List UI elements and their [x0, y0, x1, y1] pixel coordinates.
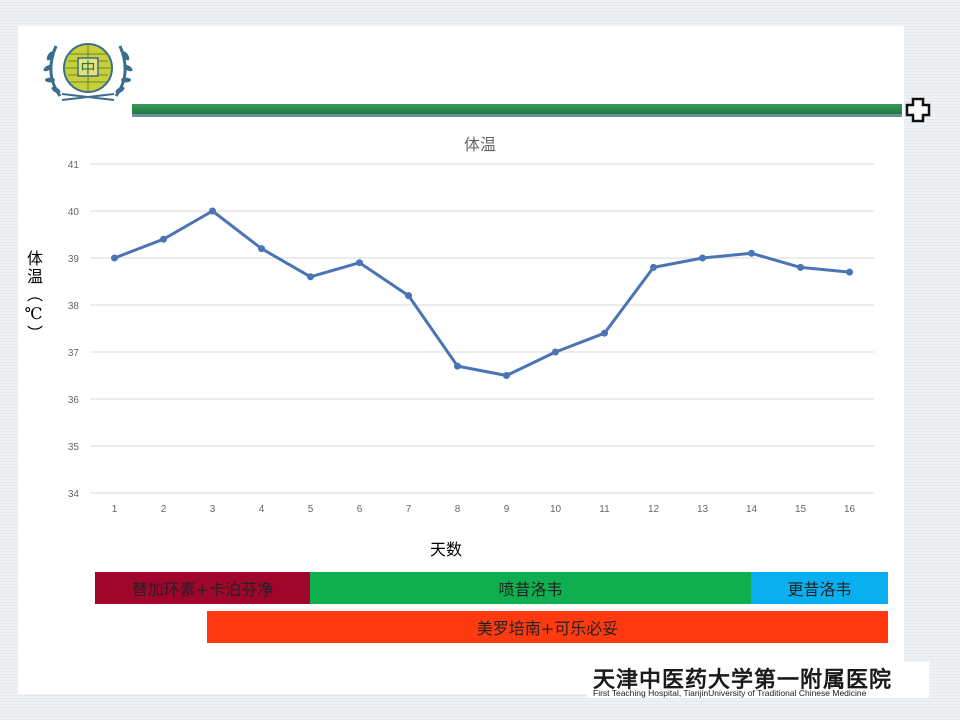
data-point-day-12	[650, 263, 657, 271]
y-tick-labels: 34 35 36 37 38 39 40 41	[68, 160, 80, 500]
x-tick-label: 5	[308, 504, 314, 515]
medication-bar-meropenem-levofloxacin: 美罗培南+可乐必妥	[207, 611, 888, 643]
data-point-day-14	[748, 249, 755, 257]
medication-bar-ganciclovir: 更昔洛韦	[751, 572, 888, 604]
x-tick-label: 4	[259, 504, 265, 515]
data-point-day-9	[503, 372, 510, 379]
footer-logo	[587, 662, 929, 698]
x-tick-label: 7	[406, 504, 412, 515]
medication-label: 更昔洛韦	[787, 580, 852, 599]
temperature-line	[113, 209, 850, 377]
y-tick-label: 35	[68, 442, 80, 453]
hospital-emblem-icon: 中	[43, 43, 133, 101]
x-tick-label: 15	[795, 504, 807, 515]
data-point-day-4	[258, 245, 265, 253]
x-tick-label: 11	[599, 504, 610, 515]
y-axis-label: 体温（℃）	[24, 250, 43, 343]
x-tick-label: 3	[210, 504, 216, 515]
data-point-day-5	[307, 273, 314, 281]
x-axis-label: 天数	[430, 540, 463, 559]
x-tick-label: 1	[112, 504, 118, 515]
data-point-day-11	[601, 329, 608, 337]
grid-lines	[90, 163, 874, 494]
x-tick-label: 6	[357, 504, 363, 515]
data-point-day-7	[405, 292, 412, 300]
y-tick-label: 36	[68, 395, 80, 406]
y-tick-label: 40	[68, 207, 80, 218]
medication-bar-tigecycline-caspofungin: 替加环素+卡泊芬净	[95, 572, 310, 604]
data-point-day-13	[699, 254, 706, 262]
data-point-day-1	[111, 254, 118, 262]
y-tick-label: 41	[68, 160, 80, 171]
x-tick-label: 2	[161, 504, 167, 515]
x-tick-label: 9	[504, 504, 510, 515]
data-point-day-10	[552, 348, 559, 356]
data-point-day-8	[454, 362, 461, 370]
logo-text: 中	[80, 59, 95, 77]
data-point-day-16	[846, 268, 853, 276]
cross-icon	[905, 97, 931, 123]
medication-bar-penciclovir: 喷昔洛韦	[310, 572, 751, 604]
medication-label: 喷昔洛韦	[498, 580, 563, 599]
medication-label: 替加环素+卡泊芬净	[131, 580, 274, 599]
data-point-day-3	[209, 207, 216, 215]
x-tick-label: 8	[455, 504, 461, 515]
medication-label: 美罗培南+可乐必妥	[476, 619, 619, 638]
chart-title: 体温	[464, 135, 496, 154]
data-point-day-2	[160, 235, 167, 243]
x-tick-label: 16	[844, 504, 856, 515]
data-point-day-15	[797, 263, 804, 271]
x-tick-labels: 1 2 3 4 5 6 7 8 9 10 11 12 13 14 15 16	[112, 504, 856, 515]
y-tick-label: 34	[68, 489, 80, 500]
temperature-points	[111, 207, 853, 379]
header-accent-bar	[132, 104, 902, 117]
x-tick-label: 10	[550, 504, 562, 515]
y-tick-label: 37	[68, 348, 80, 359]
x-tick-label: 12	[648, 504, 660, 515]
footer-hospital-name-cn: 天津中医药大学第一附属医院	[593, 668, 893, 693]
y-tick-label: 38	[68, 301, 80, 312]
x-tick-label: 13	[697, 504, 709, 515]
y-tick-label: 39	[68, 254, 80, 265]
x-tick-label: 14	[746, 504, 758, 515]
footer-hospital-name-en: First Teaching Hospital, TianjinUniversi…	[593, 688, 867, 698]
data-point-day-6	[356, 259, 363, 267]
